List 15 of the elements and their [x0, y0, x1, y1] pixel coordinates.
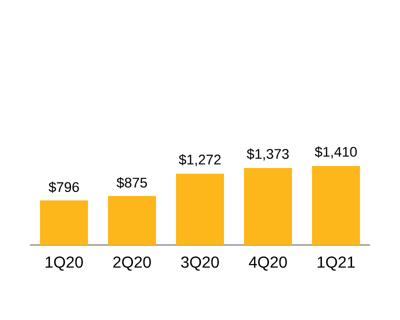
- data-label: $1,373: [246, 148, 289, 161]
- x-tick-label: 1Q20: [46, 256, 83, 271]
- bar: [312, 166, 360, 245]
- x-tick-label: 3Q20: [181, 256, 219, 271]
- x-tick-label: 2Q20: [113, 256, 151, 271]
- bar: [40, 200, 88, 245]
- bar: [108, 196, 156, 245]
- data-label: $1,410: [314, 146, 357, 158]
- data-label: $796: [48, 182, 79, 193]
- data-label: $1,272: [178, 154, 221, 166]
- data-label: $875: [116, 177, 147, 188]
- x-tick-label: 1Q21: [318, 256, 355, 271]
- bar: [244, 168, 292, 245]
- bar: [176, 174, 224, 245]
- x-tick-label: 4Q20: [248, 256, 287, 271]
